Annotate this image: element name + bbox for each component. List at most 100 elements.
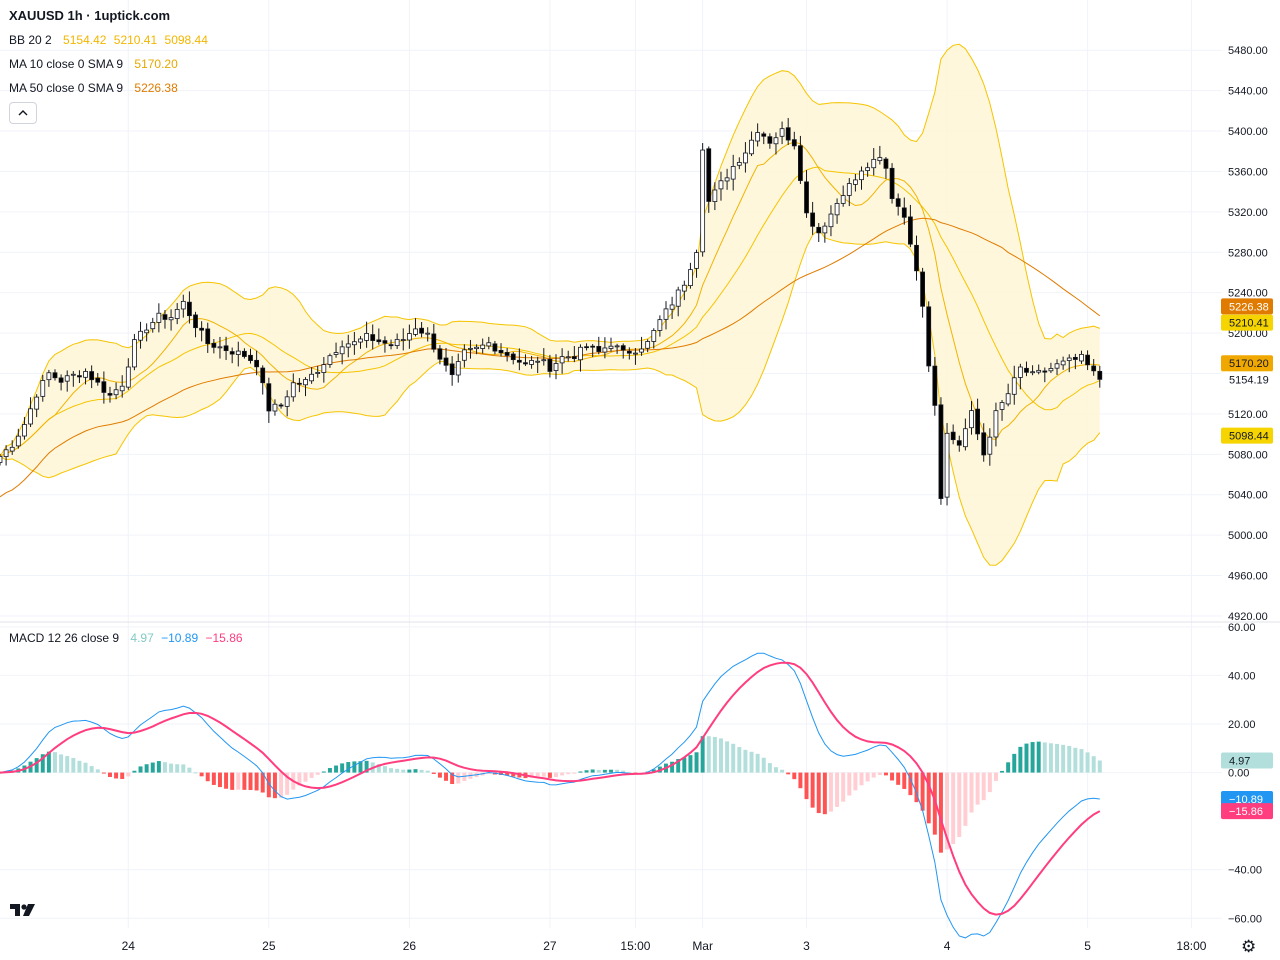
- macd-legend-label: MACD 12 26 close 9: [9, 631, 120, 645]
- macd-histogram-bar: [358, 761, 363, 773]
- candle-body: [1036, 369, 1042, 373]
- candle-body: [969, 410, 974, 429]
- bb-legend[interactable]: BB 20 2 5154.42 5210.41 5098.44: [9, 33, 212, 47]
- x-tick-label: 25: [262, 939, 276, 953]
- macd-histogram-bar: [810, 772, 815, 808]
- candle-body: [901, 207, 907, 218]
- macd-histogram-bar: [53, 752, 57, 773]
- candle-body: [773, 137, 779, 145]
- candle-body: [132, 339, 137, 368]
- collapse-legend-button[interactable]: [9, 102, 37, 124]
- candle-body: [58, 377, 64, 383]
- candle-body: [608, 345, 614, 349]
- macd-histogram-bar: [1048, 743, 1053, 773]
- macd-histogram-bar: [395, 768, 400, 773]
- macd-histogram-bar: [712, 736, 717, 773]
- candle-body: [761, 133, 767, 137]
- candle-body: [1066, 357, 1072, 361]
- macd-histogram-bar: [926, 772, 931, 824]
- macd-histogram-bar: [315, 772, 320, 775]
- macd-histogram-bar: [260, 772, 265, 793]
- ma50-legend-value: 5226.38: [134, 81, 178, 95]
- macd-histogram-bar: [46, 751, 51, 773]
- candle-body: [865, 167, 871, 171]
- candle-body: [688, 269, 693, 287]
- candle-body: [437, 348, 443, 360]
- candle-body: [834, 203, 840, 216]
- candle-body: [77, 375, 82, 378]
- candle-body: [767, 136, 773, 144]
- macd-histogram-bar: [871, 772, 876, 778]
- candle-body: [749, 139, 754, 155]
- ma50-legend[interactable]: MA 50 close 0 SMA 9 5226.38: [9, 81, 182, 95]
- macd-histogram-bar: [706, 736, 711, 773]
- macd-histogram-bar: [89, 766, 94, 773]
- candle-body: [0, 456, 3, 463]
- tradingview-logo[interactable]: [10, 902, 36, 923]
- candle-body: [962, 428, 968, 448]
- candle-body: [944, 432, 950, 498]
- candle-body: [284, 396, 290, 407]
- candle-body: [877, 157, 883, 162]
- candle-body: [871, 158, 877, 169]
- ma10-legend[interactable]: MA 10 close 0 SMA 9 5170.20: [9, 57, 182, 71]
- candle-body: [590, 345, 596, 348]
- macd-histogram-bar: [743, 749, 748, 773]
- candle-body: [229, 351, 235, 355]
- macd-y-tick-label: −60.00: [1228, 913, 1262, 925]
- macd-histogram-bar: [572, 772, 577, 774]
- y-tick-label: 5480.00: [1228, 45, 1268, 57]
- candle-body: [217, 346, 223, 349]
- candle-body: [1042, 370, 1048, 373]
- bb-legend-label: BB 20 2: [9, 33, 52, 47]
- macd-histogram-bar: [651, 769, 656, 773]
- candle-body: [547, 358, 553, 372]
- macd-y-tick-label: 20.00: [1228, 719, 1256, 731]
- candle-body: [52, 372, 58, 379]
- candle-body: [1060, 360, 1066, 366]
- macd-histogram-bar: [828, 772, 833, 812]
- macd-histogram-bar: [95, 769, 100, 773]
- candle-body: [486, 342, 492, 347]
- macd-histogram-bar: [951, 772, 956, 844]
- candle-body: [1024, 367, 1029, 373]
- macd-histogram-bar: [199, 772, 204, 777]
- x-tick-label: 26: [403, 939, 417, 953]
- macd-histogram-bar: [419, 769, 424, 773]
- bb-legend-upper: 5210.41: [113, 33, 158, 47]
- macd-legend[interactable]: MACD 12 26 close 9 4.97 −10.89 −15.86: [9, 631, 247, 645]
- candle-body: [327, 355, 333, 365]
- y-tick-label: 5000.00: [1228, 530, 1268, 542]
- macd-histogram-bar: [615, 769, 620, 773]
- candle-body: [400, 339, 406, 341]
- y-tick-label: 5040.00: [1228, 490, 1268, 502]
- gear-icon[interactable]: ⚙: [1241, 937, 1257, 956]
- macd-histogram-bar: [1024, 743, 1029, 773]
- candle-body: [633, 352, 638, 355]
- macd-histogram-bar: [908, 772, 913, 796]
- candle-body: [235, 350, 241, 355]
- macd-histogram-bar: [364, 760, 369, 773]
- price-tag-bg: [1221, 355, 1273, 372]
- x-tick-label: 5: [1084, 939, 1091, 953]
- candle-body: [816, 226, 822, 234]
- candle-body: [480, 344, 486, 349]
- macd-histogram-bar: [193, 772, 198, 774]
- symbol-title[interactable]: XAUUSD 1h · 1uptick.com: [9, 8, 171, 23]
- macd-histogram-bar: [560, 772, 565, 776]
- macd-legend-macd: −10.89: [161, 631, 199, 645]
- macd-histogram-bar: [1000, 770, 1005, 773]
- macd-histogram-bar: [993, 772, 998, 781]
- macd-histogram-bar: [1012, 753, 1017, 773]
- candle-body: [40, 380, 46, 397]
- macd-histogram-bar: [920, 772, 925, 811]
- macd-histogram-bar: [413, 769, 418, 773]
- candle-body: [743, 152, 748, 164]
- y-tick-label: 5400.00: [1228, 126, 1268, 138]
- candle-body: [242, 350, 247, 357]
- candle-body: [798, 145, 803, 181]
- candle-body: [492, 343, 498, 352]
- macd-histogram-bar: [211, 772, 216, 785]
- candle-body: [523, 362, 528, 365]
